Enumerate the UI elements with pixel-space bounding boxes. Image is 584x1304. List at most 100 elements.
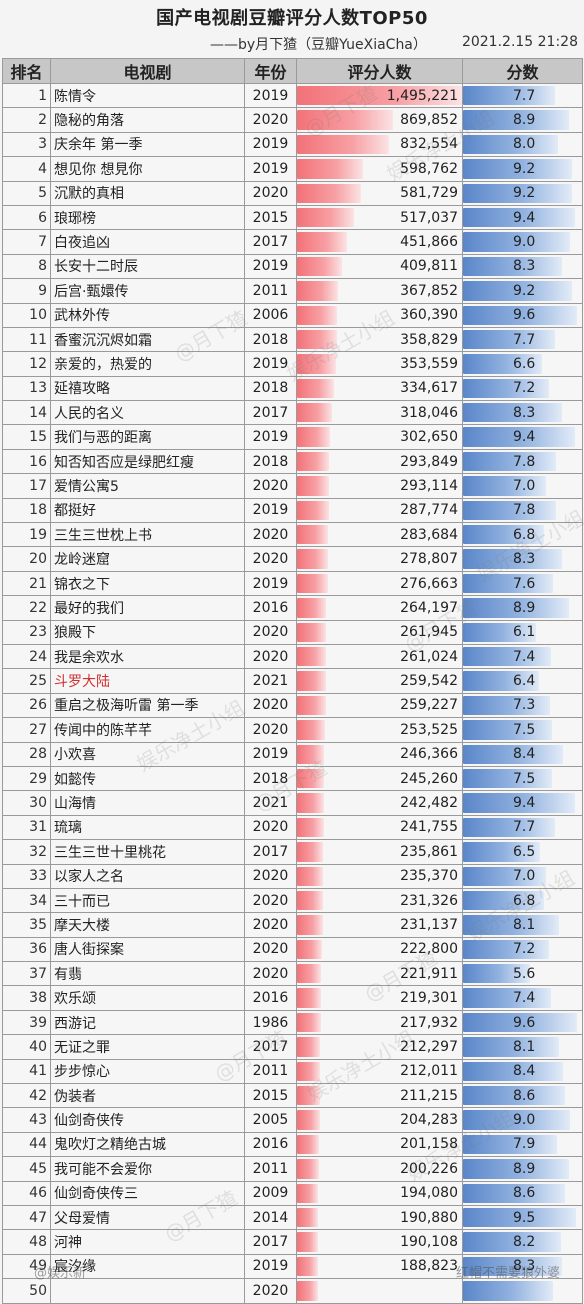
- score-bar: [463, 939, 549, 960]
- count-value: 190,108: [400, 1234, 458, 1251]
- count-cell: 231,137: [296, 912, 463, 938]
- year-cell: 2020: [244, 522, 297, 548]
- table-row: 18 都挺好 2019 287,774 7.8: [2, 497, 583, 524]
- count-value: 235,861: [400, 843, 458, 860]
- year-cell: 2016: [244, 985, 297, 1011]
- score-value: 6.1: [513, 624, 536, 641]
- year-cell: 2020: [244, 180, 297, 206]
- table-row: 35 摩天大楼 2020 231,137 8.1: [2, 912, 583, 938]
- year-cell: 2020: [244, 1278, 297, 1304]
- score-bar: [463, 159, 573, 179]
- score-cell: 8.3: [462, 546, 583, 572]
- table-row: 17 爱情公寓5 2020 293,114 7.0: [2, 473, 583, 499]
- count-cell: 261,945: [296, 619, 463, 645]
- rank-cell: 22: [2, 595, 51, 621]
- count-bar: [297, 500, 329, 521]
- score-value: 7.2: [513, 941, 536, 958]
- rank-cell: 32: [2, 839, 51, 865]
- year-cell: 2020: [244, 692, 297, 719]
- count-cell: 190,880: [296, 1204, 463, 1231]
- rank-cell: 42: [2, 1083, 51, 1109]
- header-rank: 排名: [2, 58, 51, 84]
- count-cell: 832,554: [296, 131, 463, 158]
- count-value: 235,370: [400, 868, 458, 885]
- score-value: 7.5: [513, 721, 536, 738]
- count-cell: 283,684: [296, 522, 463, 548]
- table-row: 6 琅琊榜 2015 517,037 9.4: [2, 204, 583, 231]
- count-bar: [297, 1086, 321, 1106]
- rank-cell: 15: [2, 424, 51, 450]
- score-bar: [463, 817, 555, 838]
- count-cell: 241,755: [296, 814, 463, 841]
- score-cell: 6.8: [462, 887, 583, 914]
- count-cell: 212,011: [296, 1058, 463, 1085]
- drama-name-cell: 伪装者: [50, 1083, 245, 1109]
- count-value: 264,197: [400, 599, 458, 616]
- score-value: 7.7: [513, 87, 536, 104]
- score-cell: 6.8: [462, 522, 583, 548]
- score-cell: 8.3: [462, 1253, 583, 1280]
- score-value: 6.8: [513, 892, 536, 909]
- count-value: 598,762: [400, 160, 458, 177]
- year-cell: 2018: [244, 326, 297, 353]
- rank-cell: 2: [2, 107, 51, 133]
- rank-cell: 44: [2, 1131, 51, 1158]
- drama-name-cell: 龙岭迷窟: [50, 546, 245, 572]
- rank-cell: 48: [2, 1229, 51, 1255]
- author-credit: ——by月下猹（豆瓣YueXiaCha）: [210, 37, 427, 53]
- table-row: 14 人民的名义 2017 318,046 8.3: [2, 400, 583, 426]
- count-cell: 293,849: [296, 448, 463, 475]
- score-cell: 7.5: [462, 765, 583, 792]
- score-bar: [463, 964, 530, 984]
- count-cell: 253,525: [296, 717, 463, 743]
- table-row: 42 伪装者 2015 211,215 8.6: [2, 1083, 583, 1109]
- drama-name-cell: 亲爱的，热爱的: [50, 351, 245, 377]
- count-bar: [297, 1281, 318, 1301]
- table-row: 38 欢乐颂 2016 219,301 7.4: [2, 985, 583, 1011]
- score-cell: 9.0: [462, 1107, 583, 1133]
- score-bar: [463, 451, 556, 472]
- score-value: 7.3: [513, 697, 536, 714]
- year-cell: 2017: [244, 839, 297, 865]
- year-cell: 2020: [244, 107, 297, 133]
- score-cell: 6.4: [462, 668, 583, 694]
- score-value: 6.4: [513, 673, 536, 690]
- year-cell: 2019: [244, 741, 297, 767]
- rank-cell: 27: [2, 717, 51, 743]
- score-cell: 8.6: [462, 1180, 583, 1206]
- table-row: 50 2020: [2, 1278, 583, 1304]
- count-bar: [297, 915, 323, 935]
- count-cell: 201,158: [296, 1131, 463, 1158]
- count-bar: [297, 695, 326, 716]
- table-row: 12 亲爱的，热爱的 2019 353,559 6.6: [2, 351, 583, 377]
- drama-name-cell: 想见你 想見你: [50, 156, 245, 182]
- count-cell: 264,197: [296, 595, 463, 621]
- drama-name-cell: 宸汐缘: [50, 1253, 245, 1280]
- table-row: 21 锦衣之下 2019 276,663 7.6: [2, 570, 583, 597]
- table-row: 20 龙岭迷窟 2020 278,807 8.3: [2, 546, 583, 572]
- rank-cell: 35: [2, 912, 51, 938]
- table-row: 29 如懿传 2018 245,260 7.5: [2, 765, 583, 792]
- score-cell: 7.7: [462, 82, 583, 109]
- score-value: 8.6: [513, 1087, 536, 1104]
- year-cell: 2019: [244, 253, 297, 280]
- score-bar: [463, 842, 541, 862]
- rank-cell: 36: [2, 936, 51, 963]
- count-bar: [297, 646, 326, 667]
- table-row: 4 想见你 想見你 2019 598,762 9.2: [2, 156, 583, 182]
- score-cell: 7.3: [462, 692, 583, 719]
- score-cell: 9.5: [462, 1204, 583, 1231]
- score-bar: [463, 1256, 562, 1277]
- drama-name-cell: 父母爱情: [50, 1204, 245, 1231]
- rank-cell: 17: [2, 473, 51, 499]
- count-cell: 869,852: [296, 107, 463, 133]
- count-value: 259,227: [400, 697, 458, 714]
- count-value: 212,011: [400, 1063, 458, 1080]
- year-cell: 2020: [244, 619, 297, 645]
- table-row: 49 宸汐缘 2019 188,823 8.3: [2, 1253, 583, 1280]
- count-value: 246,366: [400, 746, 458, 763]
- score-value: 8.1: [513, 1038, 536, 1055]
- score-bar: [463, 232, 571, 252]
- score-value: 9.4: [513, 795, 536, 812]
- score-cell: 7.8: [462, 497, 583, 524]
